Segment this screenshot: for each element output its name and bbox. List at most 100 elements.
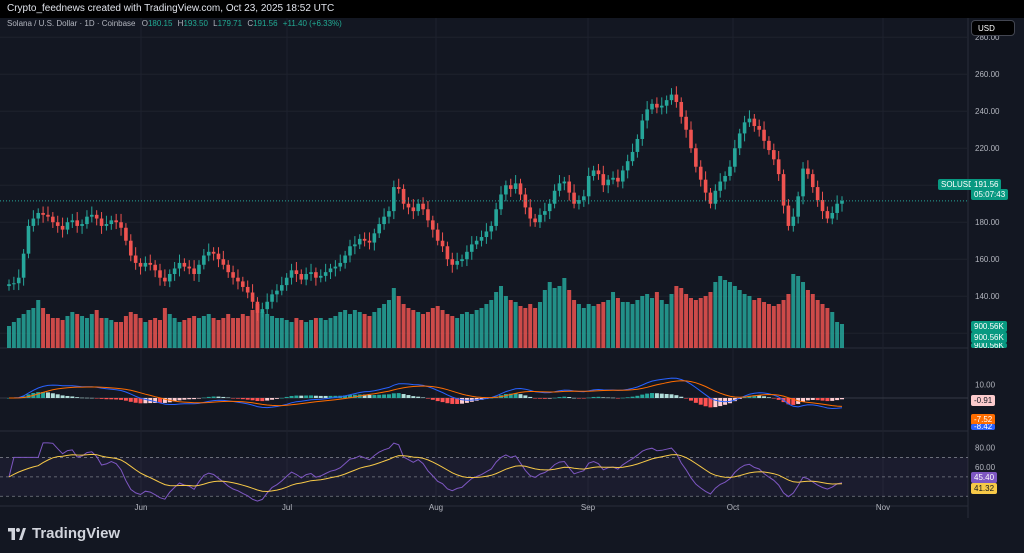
volume-bar: [406, 308, 411, 348]
macd-histogram-bar: [84, 397, 89, 399]
rsi-badge: 41.32: [971, 483, 998, 494]
volume-bar: [776, 304, 781, 348]
candle-body: [348, 246, 352, 256]
volume-bar: [562, 278, 567, 348]
candle-body: [840, 200, 844, 204]
candle-body: [572, 192, 576, 204]
macd-histogram-bar: [411, 396, 416, 398]
volume-bar: [640, 296, 645, 348]
volume-bar: [182, 320, 187, 348]
candle-body: [323, 272, 328, 276]
open-value: 180.15: [147, 19, 173, 28]
macd-histogram-bar: [133, 398, 138, 403]
macd-histogram-bar: [299, 395, 304, 398]
volume-bar: [416, 312, 421, 348]
chart-svg[interactable]: 280.00260.00240.00220.00200.00180.00160.…: [0, 18, 1024, 553]
symbol-legend: Solana / U.S. Dollar · 1D · Coinbase O18…: [7, 19, 342, 28]
candle-body: [508, 185, 513, 189]
volume-bar: [825, 308, 830, 348]
candle-body: [620, 170, 625, 182]
volume-bar: [235, 318, 240, 348]
brand-name: TradingView: [32, 525, 121, 542]
macd-histogram-bar: [440, 398, 445, 403]
volume-bar: [372, 312, 377, 348]
macd-histogram-bar: [805, 398, 810, 401]
candle-body: [669, 94, 674, 101]
candle-body: [250, 292, 255, 302]
macd-histogram-bar: [533, 398, 538, 399]
candle-body: [796, 196, 800, 217]
macd-histogram-bar: [450, 398, 455, 404]
macd-histogram-bar: [664, 393, 669, 398]
macd-histogram-bar: [250, 398, 255, 401]
macd-histogram-bar: [620, 397, 625, 399]
volume-bar: [352, 310, 357, 348]
volume-bar: [674, 286, 679, 348]
macd-histogram-bar: [840, 398, 844, 400]
volume-bar: [425, 312, 430, 348]
volume-bar: [386, 300, 391, 348]
currency-button[interactable]: USD: [971, 20, 1015, 36]
candle-body: [582, 196, 586, 201]
macd-histogram-bar: [294, 395, 299, 398]
macd-histogram-bar: [762, 396, 767, 398]
price-tick-label: 260.00: [975, 70, 1000, 79]
candle-body: [192, 268, 196, 275]
volume-bar: [333, 316, 338, 348]
volume-bar: [581, 308, 586, 348]
candle-body: [494, 209, 498, 226]
candle-body: [611, 177, 615, 180]
candle-body: [309, 272, 313, 275]
tradingview-brand[interactable]: TradingView: [8, 525, 120, 542]
candle-body: [60, 225, 65, 230]
macd-histogram-bar: [323, 395, 328, 398]
volume-bar: [718, 276, 723, 348]
macd-histogram-bar: [235, 398, 240, 399]
macd-histogram-bar: [518, 394, 523, 398]
candle-body: [163, 277, 167, 282]
macd-histogram-bar: [386, 394, 391, 398]
macd-histogram-bar: [752, 395, 757, 398]
volume-bar: [479, 308, 484, 348]
volume-bar: [21, 314, 26, 348]
candle-body: [197, 264, 201, 275]
volume-bar: [167, 314, 172, 348]
volume-bar: [31, 308, 36, 348]
macd-histogram-bar: [727, 398, 732, 404]
volume-bar: [401, 304, 406, 348]
candle-body: [314, 272, 318, 278]
volume-bar: [274, 318, 279, 348]
candle-body: [737, 133, 742, 149]
macd-histogram-bar: [435, 398, 440, 402]
macd-line-badge: -8.42: [971, 424, 996, 430]
chart-area[interactable]: 280.00260.00240.00220.00200.00180.00160.…: [0, 18, 1024, 553]
macd-histogram-bar: [713, 398, 718, 408]
macd-histogram-bar: [586, 397, 591, 399]
candle-body: [231, 272, 235, 278]
rsi-tick-label: 80.00: [975, 444, 996, 453]
macd-histogram-bar: [396, 393, 401, 398]
macd-histogram-bar: [177, 398, 182, 401]
volume-bar: [11, 322, 16, 348]
macd-histogram-bar: [377, 394, 382, 398]
candle-body: [655, 103, 659, 108]
candle-body: [728, 166, 732, 176]
volume-bar: [55, 318, 60, 348]
price-tick-label: 180.00: [975, 218, 1000, 227]
volume-bar: [240, 314, 245, 348]
candle-body: [90, 214, 94, 217]
candle-body: [718, 181, 723, 191]
candle-body: [65, 222, 70, 230]
candle-body: [182, 262, 187, 267]
candle-body: [241, 281, 245, 287]
macd-histogram-bar: [260, 398, 265, 402]
macd-histogram-bar: [825, 398, 830, 402]
candle-body: [630, 151, 635, 162]
candle-body: [377, 224, 382, 234]
candle-body: [357, 238, 362, 245]
volume-bar: [16, 318, 21, 348]
macd-histogram-bar: [820, 398, 825, 401]
candle-body: [333, 266, 338, 269]
candle-body: [7, 284, 11, 287]
candle-body: [85, 216, 89, 225]
